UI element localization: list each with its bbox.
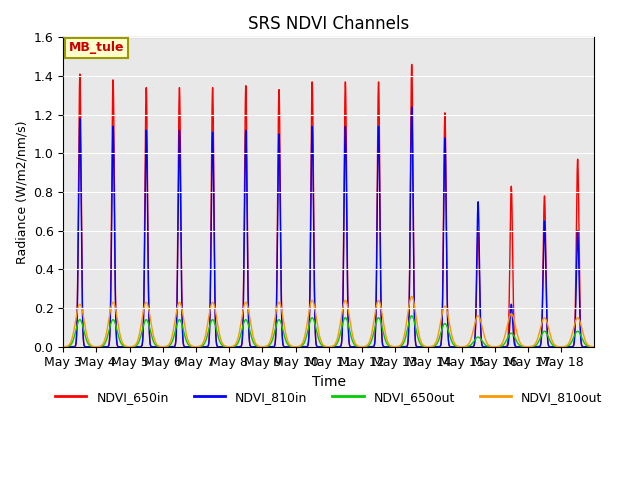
NDVI_650out [397, 343, 404, 349]
NDVI_650out [481, 342, 489, 348]
NDVI_810in [60, 344, 67, 349]
NDVI_650out [252, 342, 259, 348]
Line: NDVI_650out: NDVI_650out [63, 316, 595, 347]
NDVI_810out [408, 294, 415, 300]
Line: NDVI_810in: NDVI_810in [63, 107, 595, 347]
NDVI_650in [481, 344, 489, 349]
NDVI_650in [591, 344, 598, 349]
NDVI_810in [397, 344, 404, 349]
NDVI_810in [252, 344, 259, 349]
NDVI_650in [86, 344, 94, 349]
NDVI_650in [408, 61, 415, 67]
Legend: NDVI_650in, NDVI_810in, NDVI_650out, NDVI_810out: NDVI_650in, NDVI_810in, NDVI_650out, NDV… [50, 385, 607, 408]
NDVI_810in [408, 104, 415, 110]
NDVI_810in [453, 344, 461, 349]
NDVI_650in [397, 344, 404, 349]
NDVI_810out [453, 343, 461, 349]
NDVI_650out [86, 343, 94, 348]
Line: NDVI_810out: NDVI_810out [63, 297, 595, 347]
NDVI_810out [86, 341, 94, 347]
NDVI_810out [252, 340, 259, 346]
NDVI_650out [408, 313, 415, 319]
NDVI_810in [86, 344, 94, 349]
X-axis label: Time: Time [312, 375, 346, 389]
NDVI_810out [60, 344, 67, 349]
NDVI_810out [374, 299, 381, 305]
NDVI_650out [591, 344, 598, 349]
NDVI_650out [374, 316, 381, 322]
NDVI_810out [397, 342, 404, 348]
NDVI_650in [252, 344, 259, 349]
Y-axis label: Radiance (W/m2/nm/s): Radiance (W/m2/nm/s) [15, 120, 28, 264]
NDVI_650out [453, 344, 461, 349]
NDVI_650in [374, 155, 381, 160]
Title: SRS NDVI Channels: SRS NDVI Channels [248, 15, 410, 33]
Line: NDVI_650in: NDVI_650in [63, 64, 595, 347]
NDVI_650in [60, 344, 67, 349]
NDVI_650out [60, 344, 67, 349]
NDVI_810in [481, 344, 489, 349]
NDVI_810in [591, 344, 598, 349]
Text: MB_tule: MB_tule [68, 41, 124, 54]
NDVI_810in [374, 186, 381, 192]
NDVI_650in [453, 344, 461, 349]
NDVI_810out [481, 336, 489, 342]
NDVI_810out [591, 344, 598, 349]
